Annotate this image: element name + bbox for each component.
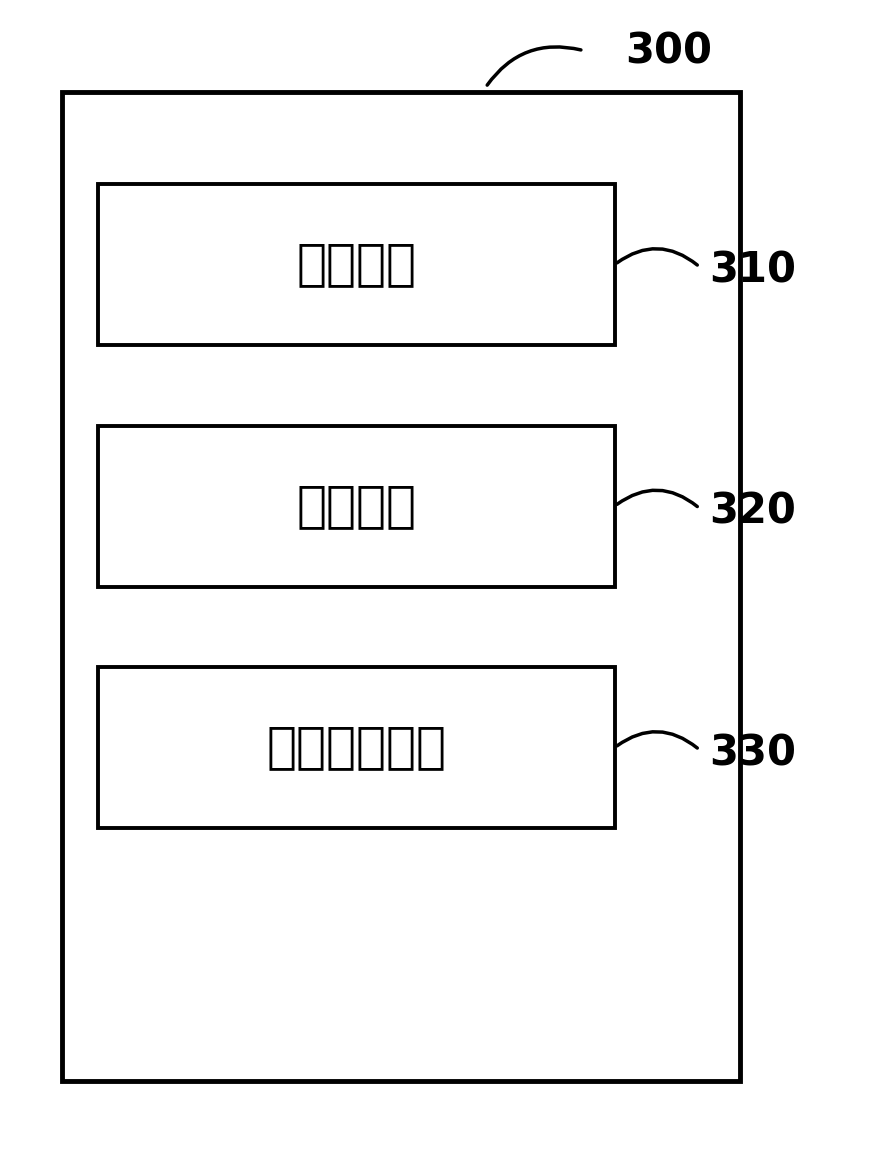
Bar bbox=[62, 92, 740, 1081]
Text: 控制模块模块: 控制模块模块 bbox=[266, 723, 446, 772]
Text: 获取模块: 获取模块 bbox=[297, 240, 416, 289]
Bar bbox=[98, 184, 615, 345]
Bar bbox=[98, 667, 615, 828]
Text: 320: 320 bbox=[709, 491, 797, 532]
Text: 310: 310 bbox=[709, 250, 797, 291]
Bar bbox=[98, 426, 615, 586]
Text: 330: 330 bbox=[709, 733, 797, 774]
Text: 处理模块: 处理模块 bbox=[297, 482, 416, 530]
Text: 300: 300 bbox=[625, 31, 712, 72]
